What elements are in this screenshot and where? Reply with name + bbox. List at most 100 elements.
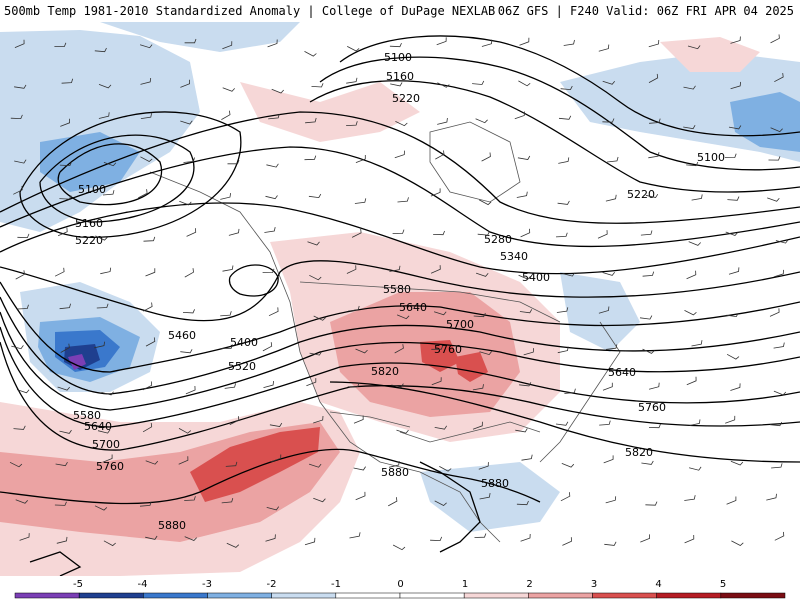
colorbar-swatch — [143, 592, 208, 599]
wind-barb — [222, 87, 235, 92]
wind-barb — [349, 532, 361, 539]
wind-barb — [604, 541, 617, 546]
wind-barb — [179, 200, 192, 206]
negative-anomaly-area — [730, 92, 800, 152]
wind-barb — [557, 200, 570, 205]
contour-label: 5400 — [230, 336, 258, 349]
wind-barb — [392, 229, 405, 234]
wind-barb — [726, 353, 740, 360]
contour-label: 5640 — [399, 301, 427, 314]
wind-barb — [178, 456, 189, 465]
wind-barb — [57, 227, 68, 237]
wind-barb — [725, 231, 738, 236]
wind-barb — [10, 114, 23, 120]
wind-barb — [520, 533, 531, 542]
wind-barb — [355, 491, 366, 501]
wind-barb — [397, 197, 409, 203]
title-bar: 500mb Temp 1981-2010 Standardized Anomal… — [0, 0, 800, 22]
wind-barb — [186, 228, 197, 237]
wind-barb — [605, 344, 618, 350]
wind-barb — [645, 193, 659, 198]
wind-barb — [475, 272, 489, 277]
wind-barb — [17, 233, 30, 239]
colorbar-ticks: -5 -4 -3 -2 -1 0 1 2 3 4 5 — [73, 579, 726, 590]
wind-barb — [648, 152, 660, 159]
colorbar-swatch — [14, 592, 80, 599]
contour-5400 — [0, 202, 800, 275]
wind-barb — [475, 118, 488, 124]
wind-barb — [180, 349, 193, 354]
wind-barb — [686, 376, 697, 386]
wind-barb — [143, 236, 156, 242]
contour-5820 — [329, 381, 800, 463]
wind-barb — [348, 305, 360, 312]
wind-barb — [145, 535, 158, 540]
contour-label: 5820 — [625, 446, 653, 459]
wind-barb — [388, 497, 398, 507]
wind-barb — [16, 389, 30, 394]
wind-barb — [304, 155, 317, 161]
wind-barb — [435, 150, 445, 160]
wind-barb — [13, 185, 23, 195]
wind-barb — [730, 81, 741, 90]
wind-barb — [221, 497, 234, 504]
colorbar-tick-label: 3 — [591, 579, 597, 590]
wind-barb — [103, 540, 116, 547]
wind-barb — [472, 80, 485, 85]
wind-barb — [305, 117, 317, 124]
wind-barb — [648, 382, 660, 390]
contour-label: 5760 — [96, 460, 124, 473]
wind-barb — [517, 155, 531, 160]
wind-barb — [605, 194, 617, 202]
wind-barb — [178, 428, 192, 434]
wind-barb — [684, 534, 695, 544]
wind-barb — [94, 47, 107, 53]
colorbar-tick-label: 1 — [462, 579, 468, 590]
wind-barb — [396, 314, 410, 320]
wind-barb — [560, 492, 571, 502]
wind-barb — [222, 265, 234, 272]
wind-barb — [769, 308, 780, 317]
contour-label: 5520 — [228, 360, 256, 373]
wind-barb — [347, 46, 360, 52]
wind-barb — [101, 391, 114, 396]
contour-label: 5880 — [481, 477, 509, 490]
wind-barb — [479, 351, 492, 356]
gulf-coast — [399, 421, 541, 443]
wind-barb — [684, 495, 696, 501]
wind-barb — [57, 386, 71, 391]
wind-barb — [730, 383, 741, 391]
contour-label: 5880 — [381, 466, 409, 479]
wind-barb — [96, 303, 109, 309]
wind-barb — [439, 466, 452, 472]
contour-label: 5220 — [75, 234, 103, 247]
wind-barb — [389, 42, 402, 48]
wind-barb — [390, 82, 403, 87]
wind-barb — [598, 44, 610, 52]
wind-barb — [516, 500, 529, 506]
wind-barb — [220, 193, 231, 200]
wind-barb — [727, 196, 740, 201]
wind-barb — [140, 156, 153, 162]
wind-barb — [766, 493, 777, 501]
colorbar-swatch — [528, 592, 593, 599]
negative-anomaly-area — [40, 132, 140, 192]
wind-barb — [434, 500, 447, 506]
colorbar-tick-label: -3 — [202, 579, 212, 590]
wind-barb — [689, 466, 702, 471]
wind-barb — [477, 231, 490, 236]
wind-barb — [313, 315, 326, 321]
wind-barb — [773, 269, 784, 278]
contour-label: 5820 — [371, 365, 399, 378]
wind-barb — [556, 307, 569, 313]
wind-barb — [143, 302, 153, 312]
wind-barb — [262, 342, 273, 352]
wind-barb — [224, 383, 236, 389]
contour-label: 5700 — [446, 318, 474, 331]
us-mexico-border — [329, 411, 411, 428]
wind-barb — [346, 265, 357, 274]
coastline-segment — [419, 461, 481, 553]
wind-barb — [564, 388, 576, 394]
colorbar: -5 -4 -3 -2 -1 0 1 2 3 4 5 — [14, 579, 786, 599]
wind-barb — [97, 429, 111, 434]
